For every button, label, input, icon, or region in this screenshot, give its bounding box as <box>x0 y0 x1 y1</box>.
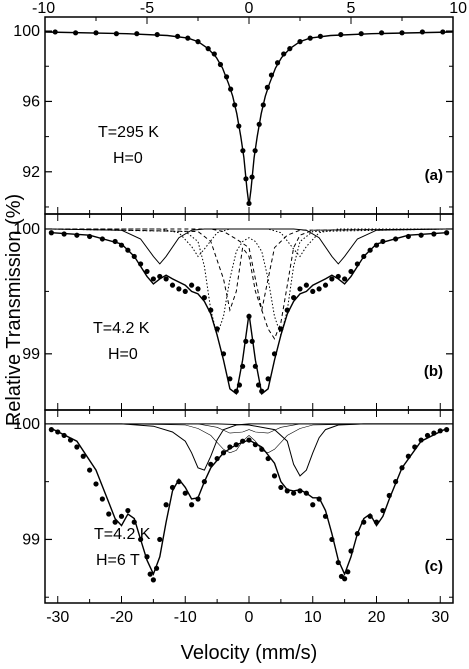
x-tick-label: 10 <box>304 609 322 626</box>
x-tick-label: 30 <box>431 609 449 626</box>
data-point <box>87 467 93 473</box>
fit-curve <box>45 31 453 206</box>
subspectrum-curve <box>51 423 447 434</box>
data-point <box>93 481 99 487</box>
fit-curve <box>51 232 447 396</box>
data-point <box>444 427 450 433</box>
panel-annotation: T=4.2 K <box>93 320 150 337</box>
top-axis-tick-label: -10 <box>32 0 55 17</box>
data-point <box>144 268 150 275</box>
top-axis-tick-label: -5 <box>140 0 154 17</box>
top-axis-tick-label: 5 <box>347 0 356 17</box>
data-point <box>125 507 131 514</box>
panel-0-frame <box>44 16 454 215</box>
x-tick-label: -20 <box>110 609 133 626</box>
data-point <box>106 511 112 517</box>
data-point <box>342 576 348 582</box>
data-point <box>278 484 284 491</box>
subspectrum-curve <box>51 228 447 258</box>
data-point <box>80 453 86 459</box>
panel-1-plot-area <box>48 228 450 396</box>
y-tick-label: 99 <box>22 531 40 548</box>
data-point <box>444 230 450 236</box>
data-point <box>163 276 169 282</box>
data-point <box>195 286 201 292</box>
top-axis-tick-label: 0 <box>245 0 254 17</box>
data-point <box>189 282 195 288</box>
panel-label: (a) <box>425 167 443 184</box>
x-tick-label: -10 <box>174 609 197 626</box>
y-tick-label: 99 <box>22 346 40 363</box>
y-tick-label: 92 <box>22 164 40 181</box>
panel-annotation: H=0 <box>108 346 138 363</box>
data-point <box>189 502 195 508</box>
subspectrum-curve <box>51 423 447 471</box>
x-tick-label: 0 <box>245 609 254 626</box>
subspectrum-curve <box>51 423 447 454</box>
fit-curve <box>51 427 447 576</box>
subspectrum-curve <box>51 228 447 340</box>
data-point <box>418 437 424 443</box>
data-point <box>342 276 348 282</box>
subspectrum-curve <box>51 228 447 337</box>
panel-2-plot-area <box>48 423 450 583</box>
data-point <box>310 502 316 508</box>
data-point <box>418 232 424 238</box>
x-tick-label: 20 <box>368 609 386 626</box>
data-point <box>48 427 54 433</box>
data-point <box>303 282 309 288</box>
data-point <box>150 577 156 583</box>
data-point <box>74 444 80 450</box>
data-point <box>182 490 188 496</box>
data-point <box>316 286 322 292</box>
subspectrum-curve <box>51 423 447 477</box>
data-point <box>157 536 163 543</box>
data-point <box>147 571 153 577</box>
x-tick-label: -30 <box>46 609 69 626</box>
data-point <box>211 51 217 57</box>
y-tick-label: 100 <box>13 23 40 40</box>
panel-annotation: T=295 K <box>98 124 159 141</box>
data-point <box>99 496 105 502</box>
data-point <box>150 276 156 282</box>
data-point <box>348 268 354 275</box>
panel-annotation: H=0 <box>113 150 143 167</box>
subspectrum-curve <box>51 228 447 313</box>
data-point <box>297 286 303 292</box>
y-axis-title: Relative Transmission (%) <box>3 194 25 426</box>
data-point <box>118 513 125 519</box>
data-point <box>291 490 297 496</box>
panel-label: (b) <box>424 363 443 380</box>
data-point <box>322 282 329 288</box>
x-axis-title: Velocity (mm/s) <box>181 642 318 664</box>
panel-1-frame <box>44 213 454 411</box>
data-point <box>310 288 316 295</box>
panel-annotation: T=4.2 K <box>94 526 151 543</box>
data-point <box>329 276 335 282</box>
panel-label: (c) <box>425 558 443 575</box>
panel-0-plot-area <box>45 29 453 207</box>
y-tick-label: 96 <box>22 93 40 110</box>
data-point <box>74 232 80 238</box>
data-point <box>169 282 176 288</box>
data-point <box>182 288 188 295</box>
y-tick-label: 100 <box>13 221 40 238</box>
data-point <box>281 51 287 57</box>
y-tick-label: 100 <box>13 416 40 433</box>
data-point <box>163 502 169 508</box>
data-point <box>48 230 54 236</box>
data-point <box>271 473 278 479</box>
data-point <box>176 286 182 292</box>
panel-annotation: H=6 T <box>96 552 140 569</box>
top-axis-tick-label: 10 <box>449 0 467 17</box>
